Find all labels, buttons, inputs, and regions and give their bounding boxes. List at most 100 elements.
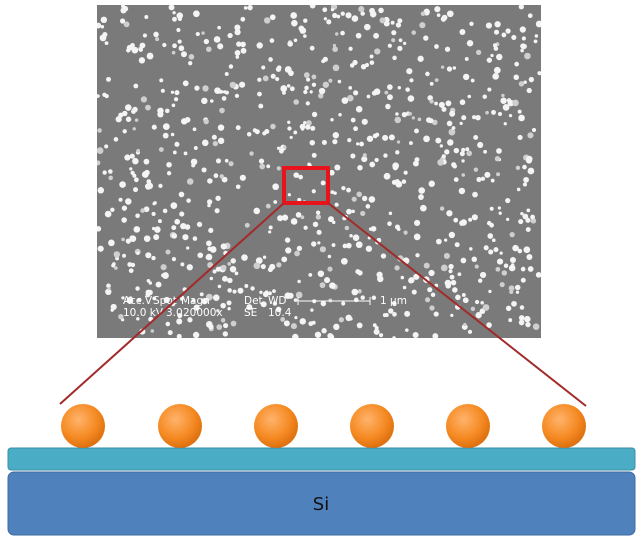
sem-dot [504,122,507,125]
sem-dot [311,241,316,246]
sem-dot [455,242,460,247]
sem-dot [223,331,228,336]
sem-dot [101,17,107,23]
sem-dot [310,46,315,51]
sem-dot [328,334,334,340]
sem-dot [282,91,286,95]
sem-dot [495,156,500,161]
sem-dot [121,217,127,223]
sem-dot [520,49,524,53]
sem-dot [125,104,132,111]
sem-dot [168,330,173,335]
sem-dot [227,33,232,38]
sem-dot [411,30,416,35]
sem-dot [193,127,197,131]
sem-dot [361,295,365,299]
sem-dot [526,254,532,260]
sem-dot [292,334,298,340]
sem-dot [321,181,326,186]
sem-dot [152,125,157,130]
sem-dot [449,111,455,117]
sem-dot [391,21,395,25]
sem-dot [461,173,465,177]
sem-value: 20000x [183,307,223,319]
sem-dot [475,115,480,120]
sem-dot [323,57,328,62]
sem-dot [301,127,304,130]
sem-dot [440,206,444,210]
sem-dot [185,117,191,123]
sem-dot [258,104,263,109]
sem-dot [528,266,534,272]
sem-dot [131,263,135,267]
sem-dot [405,328,409,332]
sem-dot [494,21,500,27]
sem-dot [177,334,182,339]
sem-dot [129,268,134,273]
sem-dot [529,77,534,82]
sem-dot [385,104,390,109]
sem-dot [304,72,310,78]
sem-dot [153,201,157,205]
sem-dot [127,45,133,51]
sem-dot [429,305,434,310]
sem-dot [162,272,169,279]
sem-dot [493,247,498,252]
sem-dot [347,138,351,142]
sem-dot [518,219,523,224]
sem-dot [233,290,237,294]
sem-dot [184,152,188,156]
sem-dot [517,188,521,192]
sem-dot [437,13,441,17]
sem-dot [96,94,100,98]
sem-dot [427,287,432,292]
sem-dot [156,226,160,230]
sem-dot [263,256,266,259]
sem-dot [312,83,316,87]
sem-dot [511,263,514,266]
sem-dot [183,80,189,86]
sem-dot [151,256,155,260]
sem-dot [463,74,469,80]
sem-dot [272,289,276,293]
sem-dot [332,46,338,52]
sem-dot [519,315,525,321]
sem-dot [328,79,332,83]
sem-dot [322,140,327,145]
sem-dot [231,321,237,327]
sem-dot [140,208,145,213]
sem-dot [336,15,340,19]
substrate-label: Si [313,494,329,515]
sem-dot [186,246,189,249]
sem-dot [476,177,481,182]
sem-dot [288,70,294,76]
sem-dot [202,167,207,172]
sem-dot [510,257,516,263]
sem-dot [108,240,115,247]
sem-dot [496,54,502,60]
sem-dot [431,293,436,298]
sem-dot [114,266,118,270]
sem-dot [311,74,316,79]
sem-dot [328,298,332,302]
sem-dot [277,215,283,221]
sem-dot [298,175,303,180]
sem-dot [163,209,168,214]
particle [254,404,298,448]
sem-dot [145,252,151,258]
sem-dot [210,246,217,253]
sem-dot [329,282,335,288]
sem-dot [105,211,112,218]
sem-dot [335,32,338,35]
sem-dot [398,86,401,89]
sem-dot [488,249,493,254]
sem-dot [97,147,104,154]
sem-dot [446,100,452,106]
sem-dot [441,107,446,112]
sem-dot [293,131,297,135]
sem-dot [294,38,298,42]
sem-dot [379,333,383,337]
sem-dot [387,94,393,100]
sem-dot [105,41,109,45]
sem-dot [440,144,443,147]
